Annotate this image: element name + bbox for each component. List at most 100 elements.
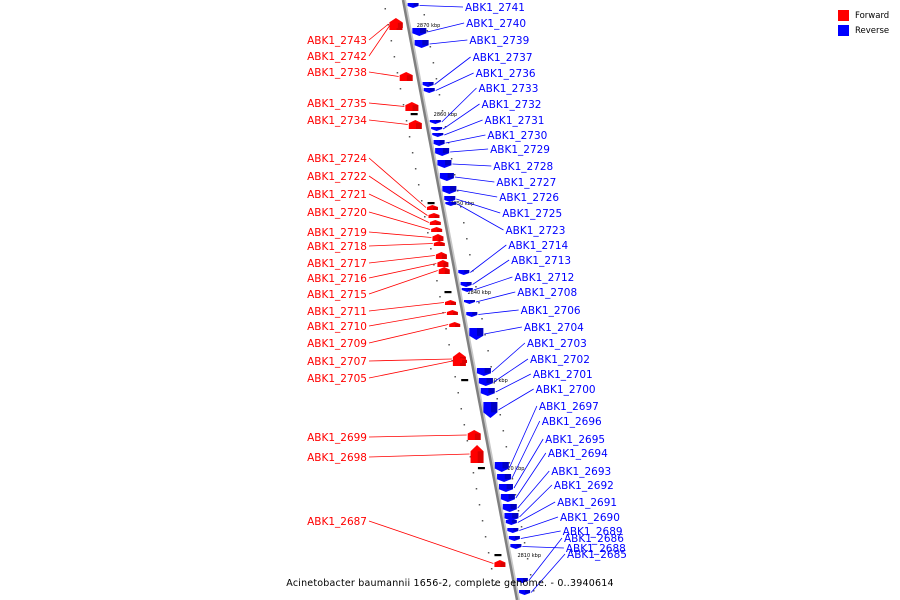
forward-leader-line (368, 102, 405, 107)
reverse-gene-arrow (433, 140, 445, 146)
forward-leader-line (368, 23, 392, 57)
reverse-gene-shade (506, 484, 513, 490)
reverse-gene-label: ABK1_2713 (511, 255, 571, 267)
forward-gene-arrow (399, 72, 413, 81)
reverse-leader-line (450, 148, 489, 153)
forward-gene-shade (415, 123, 422, 129)
left-marker-dot (390, 40, 393, 42)
reverse-leader-line (513, 438, 544, 489)
reverse-leader-line (520, 530, 561, 539)
reverse-leader-line (484, 326, 522, 335)
reverse-gene-label: ABK1_2693 (551, 466, 611, 478)
reverse-gene-label: ABK1_2696 (542, 416, 602, 428)
right-marker-dot (502, 430, 505, 432)
reverse-leader-line (444, 119, 483, 136)
reverse-gene-label: ABK1_2712 (514, 272, 574, 284)
forward-gene-label: ABK1_2738 (307, 67, 367, 79)
right-marker-dot (438, 94, 441, 96)
left-marker-dot (430, 248, 432, 250)
forward-leader-line (368, 312, 446, 327)
right-marker-dot (508, 462, 511, 464)
reverse-leader-line (498, 388, 534, 411)
reverse-gene-arrow (407, 3, 419, 8)
reverse-gene-label: ABK1_2731 (485, 115, 545, 127)
reverse-gene-shade (429, 88, 435, 91)
forward-leader-line (368, 302, 445, 312)
backbone-shadow (404, 0, 520, 600)
genome-backbone (401, 0, 519, 600)
forward-gene-arrow (467, 430, 481, 440)
reverse-gene-label: ABK1_2701 (533, 369, 593, 381)
forward-gene-shade (462, 360, 468, 363)
left-marker-dot (466, 440, 469, 442)
forward-gene-label: ABK1_2720 (307, 207, 367, 219)
reverse-leader-line (454, 176, 495, 183)
reverse-gene-shade (486, 378, 493, 384)
right-marker-dot (514, 494, 517, 496)
reverse-gene-label: ABK1_2728 (493, 161, 553, 173)
left-marker-dot (396, 72, 399, 74)
right-marker-dot (456, 190, 459, 192)
tick-mark (410, 113, 418, 116)
reverse-gene-arrow (439, 173, 454, 181)
reverse-gene-shade (439, 140, 445, 144)
right-marker-dot (496, 398, 498, 400)
forward-gene-arrow (431, 227, 443, 232)
reverse-gene-arrow (508, 536, 520, 541)
right-marker-dot (469, 254, 471, 256)
reverse-leader-line (445, 134, 486, 144)
reverse-gene-shade (467, 288, 473, 290)
forward-gene-shade (441, 254, 447, 259)
left-marker-dot (402, 104, 405, 106)
reverse-leader-line (495, 373, 532, 393)
forward-gene-shade (406, 75, 413, 81)
tick-label: 2870 kbp (417, 23, 441, 29)
forward-gene-arrow (494, 560, 506, 567)
reverse-gene-shade (438, 133, 444, 135)
reverse-gene-arrow (458, 270, 470, 275)
forward-gene-shade (439, 243, 445, 246)
left-marker-dot (493, 584, 496, 586)
reverse-gene-arrow (498, 484, 513, 492)
forward-gene-label: ABK1_2715 (307, 289, 367, 301)
forward-leader-line (368, 243, 433, 247)
left-marker-dot (469, 456, 472, 458)
tick-label: 2840 kbp (467, 290, 491, 296)
left-marker-dot (457, 392, 459, 394)
left-marker-dot (490, 568, 493, 570)
forward-gene-arrow (449, 322, 461, 327)
reverse-leader-line (427, 22, 465, 33)
reverse-gene-label: ABK1_2725 (502, 208, 562, 220)
reverse-gene-label: ABK1_2737 (473, 52, 533, 64)
reverse-gene-arrow (502, 504, 517, 512)
forward-gene-arrow (432, 234, 444, 241)
reverse-gene-label: ABK1_2708 (517, 287, 577, 299)
reverse-gene-arrow (510, 544, 522, 549)
tick-label: 2810 kbp (517, 553, 541, 559)
reverse-leader-line (472, 259, 510, 285)
forward-gene-label: ABK1_2707 (307, 356, 367, 368)
forward-gene-shade (444, 269, 450, 274)
left-marker-dot (475, 488, 478, 490)
reverse-gene-arrow (460, 282, 472, 287)
reverse-gene-shade (451, 202, 457, 204)
legend-forward-label: Forward (855, 10, 890, 21)
reverse-gene-shade (464, 270, 470, 273)
reverse-leader-line (441, 87, 477, 123)
left-marker-dot (436, 280, 438, 282)
right-marker-dot (453, 174, 456, 176)
right-marker-dot (487, 350, 489, 352)
reverse-gene-arrow (516, 578, 528, 583)
tick-mark (494, 554, 502, 557)
reverse-gene-label: ABK1_2706 (521, 305, 581, 317)
left-marker-dot (411, 152, 414, 154)
reverse-gene-label: ABK1_2733 (478, 83, 538, 95)
reverse-gene-label: ABK1_2697 (539, 401, 599, 413)
reverse-gene-arrow (429, 120, 441, 124)
reverse-gene-label: ABK1_2739 (469, 35, 529, 47)
forward-leader-line (368, 324, 449, 344)
reverse-gene-arrow (480, 388, 495, 396)
reverse-gene-shade (437, 127, 443, 129)
reverse-gene-shade (472, 312, 478, 315)
reverse-leader-line (519, 484, 553, 518)
